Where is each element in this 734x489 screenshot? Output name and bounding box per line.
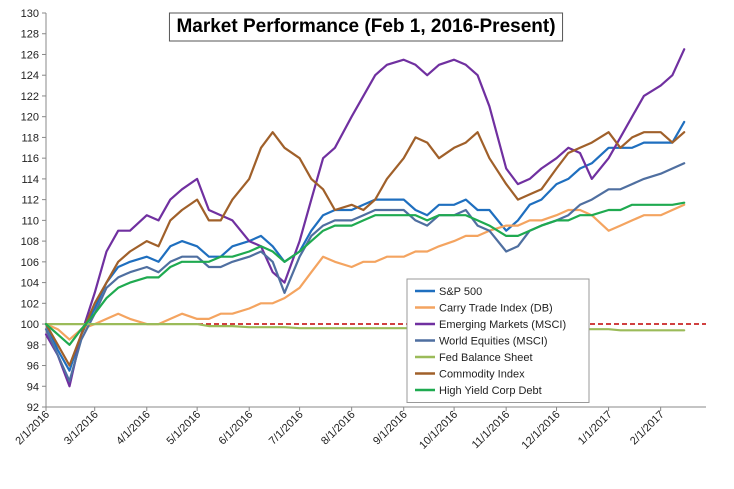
legend: S&P 500 Carry Trade Index (DB) Emerging Ma…: [406, 278, 590, 403]
y-tick-label: 106: [21, 257, 39, 269]
y-tick-label: 114: [21, 174, 39, 186]
legend-entry-label: Carry Trade Index (DB): [439, 303, 553, 315]
series-line-s-p-500: [44, 120, 686, 372]
axes-group: [45, 13, 706, 408]
legend-entry-label: Commodity Index: [439, 369, 525, 381]
y-tick-label: 100: [21, 319, 39, 331]
chart-title: Market Performance (Feb 1, 2016-Present): [176, 16, 555, 37]
y-tick-label: 120: [21, 112, 39, 124]
legend-entry-label: S&P 500: [439, 286, 482, 298]
y-tick-label: 94: [27, 381, 39, 393]
y-tick-label: 128: [21, 29, 39, 41]
y-tick-label: 92: [27, 402, 39, 414]
legend-entry-label: High Yield Corp Debt: [439, 385, 542, 397]
y-tick-label: 102: [21, 298, 39, 310]
chart-title-box: Market Performance (Feb 1, 2016-Present): [168, 12, 564, 42]
legend-box: [406, 278, 590, 403]
title-box: [168, 12, 564, 42]
y-tick-label: 124: [21, 70, 39, 82]
legend-entry-label: Fed Balance Sheet: [439, 352, 533, 364]
y-tick-label: 110: [21, 215, 39, 227]
y-tick-label: 96: [27, 361, 39, 373]
y-tick-label: 118: [21, 132, 39, 144]
y-tick-label: 130: [21, 8, 39, 20]
y-tick-label: 104: [21, 278, 39, 290]
series-line-commodity-index: [44, 131, 686, 367]
y-tick-label: 116: [21, 153, 39, 165]
y-tick-label: 126: [21, 49, 39, 61]
y-tick-label: 108: [21, 236, 39, 248]
y-axis-ticks: 92 94 96 98 100 102 104 106 108 110 112 114 116 118 12…: [21, 8, 46, 414]
y-tick-label: 122: [21, 91, 39, 103]
series-line-world-equities-msci: [44, 162, 686, 383]
y-tick-label: 112: [21, 195, 39, 207]
series-line-emerging-markets-msci: [44, 48, 686, 388]
y-tick-label: 98: [27, 340, 39, 352]
legend-entry-label: World Equities (MSCI): [439, 336, 548, 348]
legend-entry-label: Emerging Markets (MSCI): [439, 319, 566, 331]
series-line-high-yield-corp-debt: [44, 201, 686, 346]
